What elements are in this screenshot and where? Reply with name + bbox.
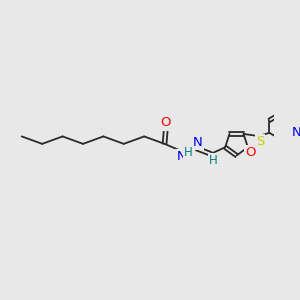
Text: H: H: [208, 154, 217, 167]
Text: N: N: [292, 126, 300, 139]
Text: S: S: [256, 135, 264, 148]
Text: N: N: [193, 136, 202, 149]
Text: O: O: [161, 116, 171, 130]
Text: N: N: [176, 150, 186, 163]
Text: O: O: [245, 146, 256, 159]
Text: H: H: [184, 146, 192, 159]
